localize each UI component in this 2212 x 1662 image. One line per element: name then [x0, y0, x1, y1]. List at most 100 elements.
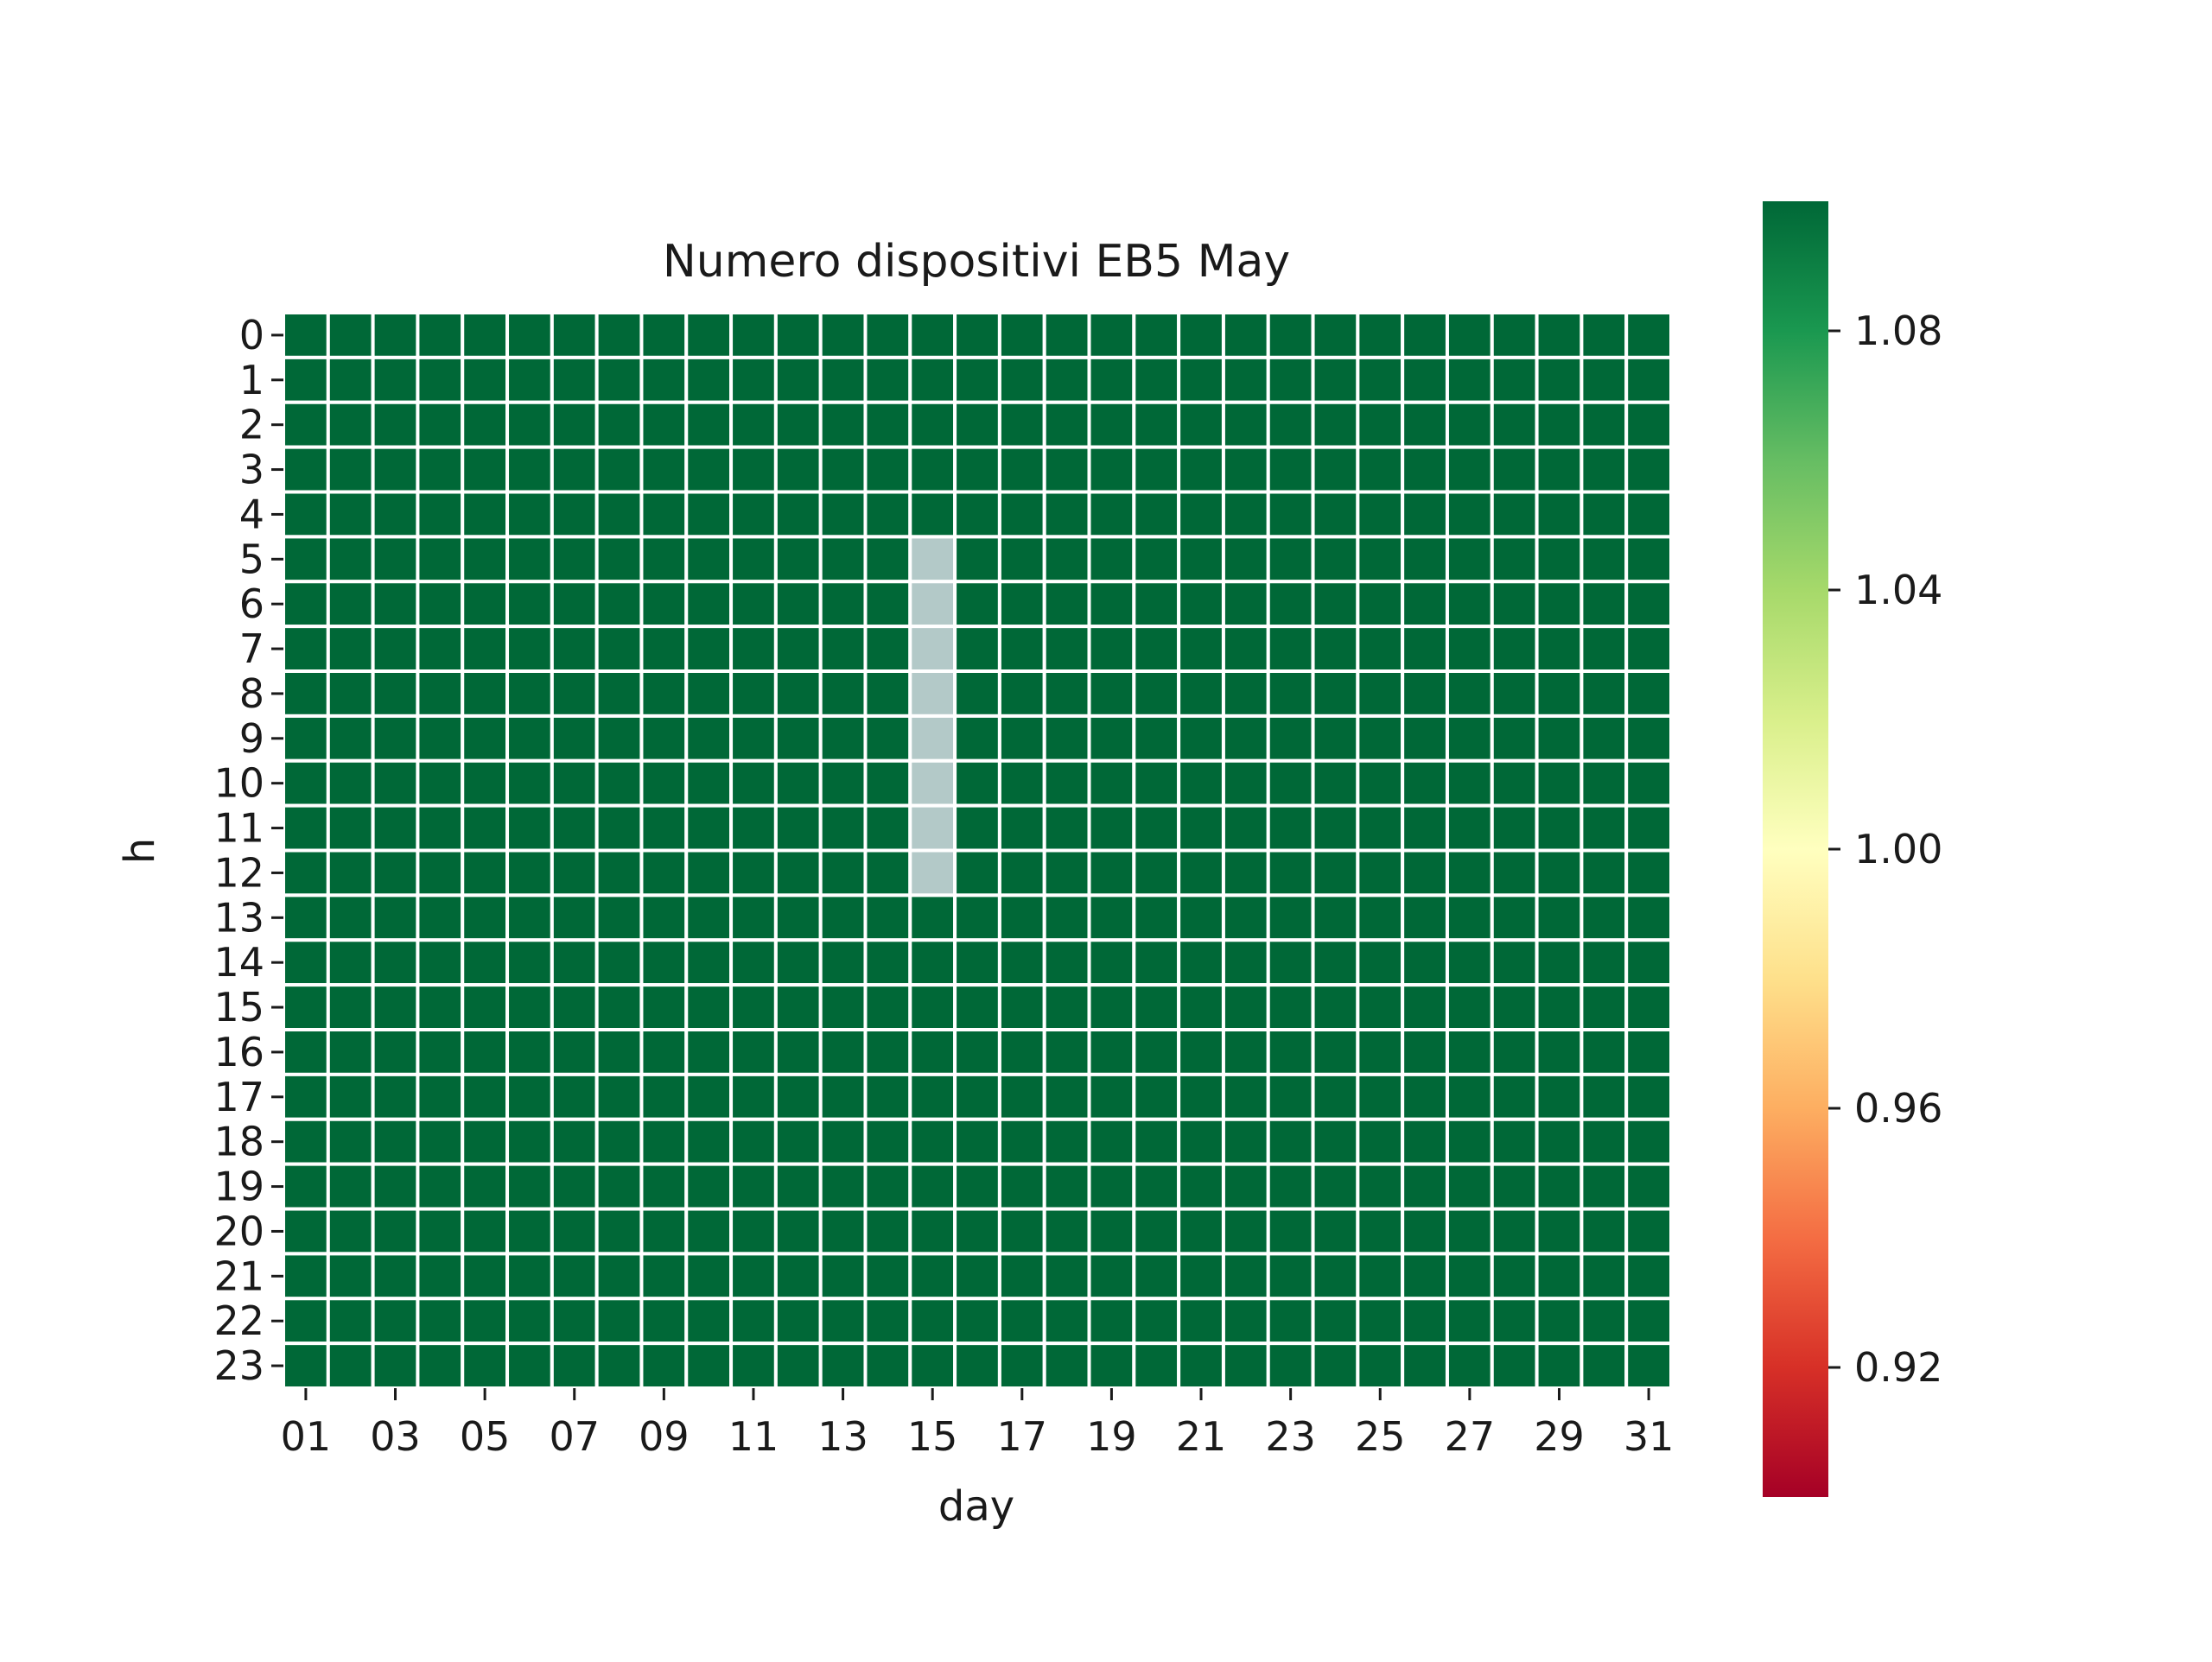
heatmap-cell	[1132, 893, 1181, 942]
heatmap-cell	[1266, 1028, 1315, 1076]
heatmap-cell	[326, 938, 375, 987]
heatmap-cell	[818, 1162, 868, 1211]
heatmap-cell	[1132, 983, 1181, 1032]
heatmap-cell	[594, 580, 644, 629]
heatmap-cell	[997, 625, 1046, 674]
heatmap-cell	[684, 1342, 734, 1391]
heatmap-cell	[326, 1207, 375, 1256]
heatmap-cell	[1580, 1028, 1629, 1076]
heatmap-cell	[1490, 1207, 1539, 1256]
heatmap-cell	[1490, 983, 1539, 1032]
heatmap-cell	[1042, 311, 1091, 359]
heatmap-cell	[818, 490, 868, 539]
heatmap-cell	[1624, 355, 1673, 404]
heatmap-cell	[1445, 983, 1494, 1032]
heatmap-cell	[326, 400, 375, 449]
heatmap-cell	[326, 1297, 375, 1346]
heatmap-cell	[1445, 1252, 1494, 1301]
heatmap-cell	[639, 311, 689, 359]
heatmap-cell	[461, 1072, 510, 1121]
heatmap-cell	[505, 535, 554, 584]
heatmap-cell	[1087, 311, 1136, 359]
heatmap-cell	[773, 1072, 823, 1121]
heatmap-cell	[1177, 311, 1225, 359]
heatmap-cell	[371, 490, 420, 539]
heatmap-cell	[282, 1297, 330, 1346]
heatmap-cell	[282, 1028, 330, 1076]
heatmap-cell	[505, 938, 554, 987]
heatmap-cell	[1445, 311, 1494, 359]
heatmap-cell	[1624, 490, 1673, 539]
heatmap-cell	[1311, 1072, 1360, 1121]
heatmap-cell	[1311, 355, 1360, 404]
heatmap-cell	[863, 938, 912, 987]
heatmap-cell	[461, 1162, 510, 1211]
heatmap-cell	[863, 311, 912, 359]
heatmap-cell	[550, 355, 599, 404]
heatmap-cell	[1356, 1297, 1405, 1346]
heatmap-cell	[371, 1162, 420, 1211]
heatmap-cell	[1311, 983, 1360, 1032]
heatmap-cell	[863, 714, 912, 763]
heatmap-cell	[1356, 893, 1405, 942]
heatmap-cell	[997, 714, 1046, 763]
heatmap-cell	[953, 1297, 1001, 1346]
heatmap-cell	[550, 1028, 599, 1076]
heatmap-cell	[684, 803, 734, 853]
heatmap-cell	[594, 355, 644, 404]
heatmap-cell	[1445, 893, 1494, 942]
heatmap-cell	[1401, 1297, 1449, 1346]
heatmap-cell	[1266, 1252, 1315, 1301]
heatmap-cell	[773, 758, 823, 808]
heatmap-cell	[1445, 535, 1494, 584]
heatmap-cell	[773, 1028, 823, 1076]
heatmap-cell	[1087, 580, 1136, 629]
heatmap-cell	[371, 1297, 420, 1346]
heatmap-cell	[505, 803, 554, 853]
heatmap-cell	[282, 625, 330, 674]
heatmap-cell	[505, 490, 554, 539]
heatmap-cell	[1490, 1072, 1539, 1121]
heatmap-cell	[282, 669, 330, 718]
heatmap-cell	[1401, 535, 1449, 584]
heatmap-cell	[550, 983, 599, 1032]
heatmap-cell	[326, 893, 375, 942]
heatmap-cell	[818, 1072, 868, 1121]
heatmap-cell	[326, 714, 375, 763]
heatmap-cell	[1535, 938, 1584, 987]
heatmap-cell	[1401, 311, 1449, 359]
heatmap-cell	[1445, 1297, 1494, 1346]
heatmap-cell	[461, 1252, 510, 1301]
heatmap-cell	[1042, 983, 1091, 1032]
heatmap-cell	[594, 893, 644, 942]
heatmap-cell	[282, 758, 330, 808]
heatmap-cell	[1535, 1072, 1584, 1121]
heatmap-cell	[1490, 1162, 1539, 1211]
heatmap-cell	[326, 983, 375, 1032]
heatmap-cell	[997, 400, 1046, 449]
heatmap-cell	[1624, 1072, 1673, 1121]
heatmap-cell	[1580, 1072, 1629, 1121]
heatmap-cell	[371, 580, 420, 629]
heatmap-cell	[863, 758, 912, 808]
heatmap-cell	[1356, 1117, 1405, 1166]
heatmap-cell	[1132, 535, 1181, 584]
heatmap-cell	[1087, 1252, 1136, 1301]
heatmap-cell	[1311, 1028, 1360, 1076]
heatmap-cell	[818, 1342, 868, 1391]
heatmap-cell	[953, 1342, 1001, 1391]
heatmap-cell	[550, 490, 599, 539]
heatmap-cell	[1401, 758, 1449, 808]
colorbar-ticks: 0.92 0.96 1.00 1.04 1.08	[1828, 308, 1942, 1391]
heatmap-cell	[997, 848, 1046, 898]
heatmap-cell	[1580, 445, 1629, 494]
heatmap-cell	[863, 848, 912, 898]
heatmap-cell	[594, 1028, 644, 1076]
heatmap-cell	[684, 1117, 734, 1166]
x-tick-label: 25	[1355, 1413, 1406, 1460]
heatmap-cell	[1132, 1072, 1181, 1121]
heatmap-cell	[1221, 803, 1270, 853]
heatmap-cell	[371, 669, 420, 718]
colorbar-tick-label: 1.08	[1854, 308, 1942, 354]
x-tick-label: 09	[639, 1413, 690, 1460]
